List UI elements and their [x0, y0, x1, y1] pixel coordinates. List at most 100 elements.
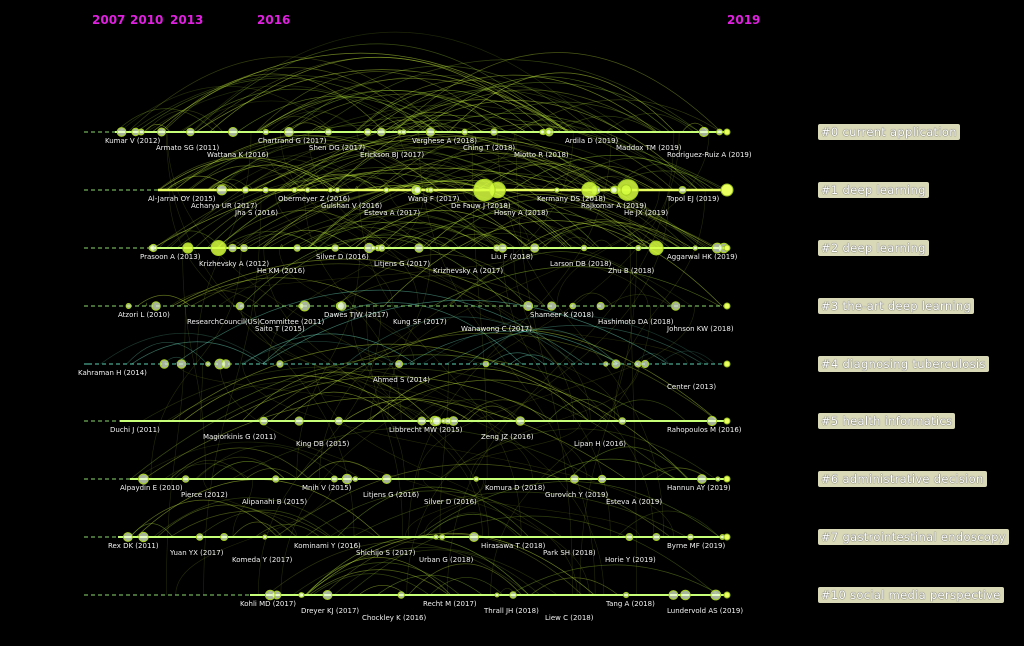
citation-node [569, 474, 580, 484]
citation-node [530, 243, 540, 253]
citation-arc [153, 497, 347, 538]
cross-cluster-link [257, 305, 382, 596]
reference-label: Pierce (2012) [181, 491, 228, 499]
citation-arc [278, 90, 507, 133]
citation-arc [441, 199, 645, 249]
citation-node [397, 591, 405, 599]
citation-arc [393, 226, 510, 249]
citation-node [352, 476, 359, 482]
cross-cluster-link [613, 189, 706, 422]
citation-arc [336, 486, 530, 538]
citation-node [123, 532, 133, 542]
citation-arc [143, 124, 171, 133]
citation-node [623, 591, 630, 599]
citation-arc [257, 140, 542, 191]
reference-label: Kumar V (2012) [105, 137, 161, 145]
citation-node [116, 127, 127, 137]
citation-arc [402, 89, 657, 133]
reference-label: Kung SF (2017) [393, 318, 447, 326]
reference-label: Recht M (2017) [423, 600, 477, 608]
reference-label: Kominami Y (2016) [294, 542, 361, 550]
reference-label: Chartrand G (2017) [258, 137, 327, 145]
reference-label: Maddox TM (2019) [616, 144, 682, 152]
citation-node [228, 127, 238, 137]
citation-node [715, 476, 721, 482]
citation-node [378, 244, 386, 252]
citation-node [262, 128, 269, 136]
cluster-label[interactable]: #3 the-art deep learning [818, 298, 975, 314]
cross-cluster-link [462, 189, 584, 249]
cross-cluster-link [166, 305, 186, 596]
citation-arc [178, 277, 379, 307]
citation-node [723, 417, 731, 425]
citation-arc [292, 547, 558, 596]
cross-cluster-link [422, 478, 640, 538]
citation-arc [233, 180, 712, 249]
citation-arc [508, 564, 721, 596]
cluster-label[interactable]: #1 deep learning [818, 182, 929, 198]
citation-arc [210, 460, 286, 480]
citation-arc [152, 167, 716, 249]
citation-arc [181, 88, 408, 133]
cross-cluster-link [177, 363, 429, 422]
citation-arc [407, 563, 522, 596]
citation-node [195, 533, 204, 541]
citation-node [723, 128, 731, 136]
citation-node [262, 534, 268, 540]
citation-arc [127, 56, 444, 133]
citation-arc [446, 325, 704, 365]
citation-arc [266, 541, 530, 596]
citation-node [490, 128, 498, 136]
citation-arc [230, 185, 584, 249]
citation-node [291, 187, 298, 193]
citation-arc [242, 164, 374, 191]
citation-arc [191, 263, 487, 307]
citation-node [678, 186, 687, 194]
citation-arc [512, 155, 715, 191]
citation-node [569, 302, 577, 310]
citation-node [596, 301, 605, 311]
citation-node [620, 184, 632, 196]
cross-cluster-link [406, 189, 670, 596]
citation-arc [267, 211, 509, 249]
citation-node [240, 244, 248, 252]
citation-node [716, 128, 723, 136]
cluster-label[interactable]: #4 diagnosing tuberculosis [818, 356, 989, 372]
citation-arc [243, 333, 416, 365]
reference-label: Silver D (2016) [316, 253, 369, 261]
citation-arc [257, 78, 569, 133]
cluster-label[interactable]: #6 administrative decision [818, 471, 987, 487]
citation-arc [165, 125, 561, 191]
cluster-label[interactable]: #7 gastrointestinal endoscopy [818, 529, 1009, 545]
citation-arc [308, 569, 450, 596]
citation-node [341, 473, 353, 485]
cross-cluster-link [166, 131, 355, 538]
citation-node [376, 127, 386, 137]
citation-arc [312, 573, 430, 596]
citation-arc [211, 183, 235, 191]
citation-arc [439, 233, 516, 249]
cluster-label[interactable]: #5 health informatics [818, 413, 956, 429]
citation-arc [422, 314, 710, 365]
citation-node [241, 186, 249, 194]
citation-arc [209, 57, 548, 133]
cluster-label[interactable]: #0 current application [818, 124, 960, 140]
reference-label: Liew C (2018) [545, 614, 594, 622]
reference-label: Byrne MF (2019) [667, 542, 726, 550]
citation-node [205, 361, 211, 367]
citation-node [283, 127, 294, 137]
citation-node [293, 244, 301, 252]
citation-arc [556, 115, 656, 133]
citation-arc [510, 354, 556, 365]
citation-arc [429, 577, 504, 596]
citation-node [687, 533, 694, 541]
cluster-label[interactable]: #10 social media perspective [818, 587, 1004, 603]
citation-arc [391, 99, 568, 133]
citation-arc [383, 220, 723, 307]
citation-node [547, 301, 557, 311]
citation-node [710, 589, 722, 601]
reference-label: Wang F (2017) [408, 195, 460, 203]
reference-label: Ching T (2018) [463, 144, 516, 152]
citation-node [259, 416, 269, 426]
cluster-label[interactable]: #2 deep learning [818, 240, 929, 256]
